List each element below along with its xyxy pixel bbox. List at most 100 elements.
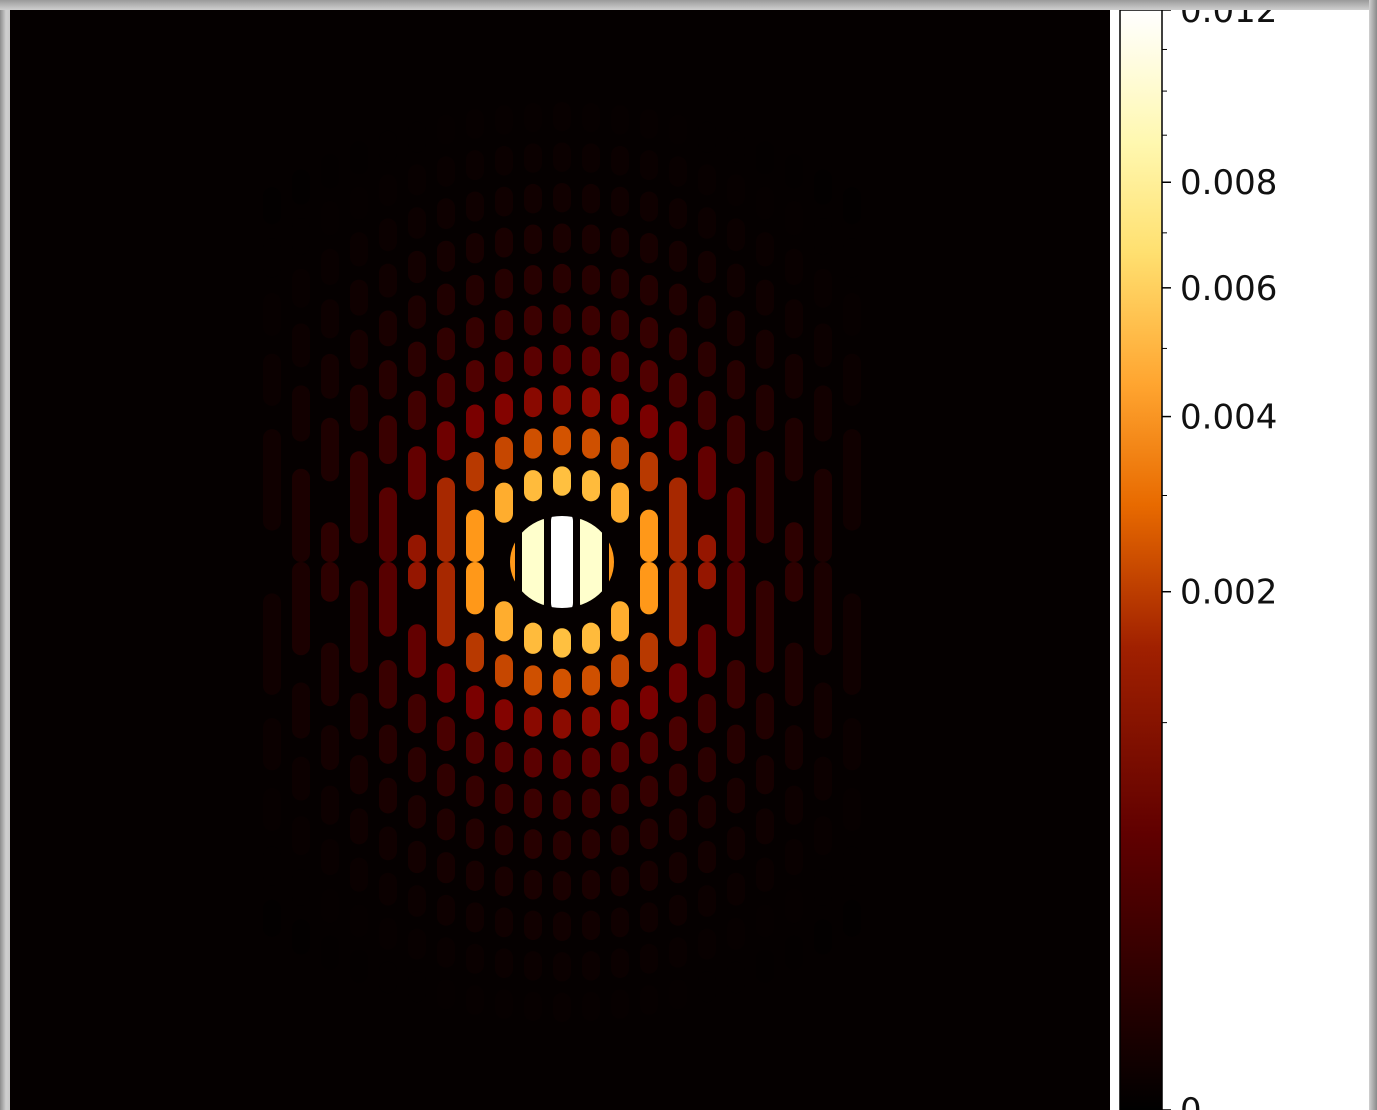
fringe-segment [437,421,455,461]
fringe-segment [553,749,571,780]
fringe-segment [698,562,716,590]
fringe-segment [379,415,397,465]
fringe-segment [582,224,600,255]
fringe-segment [843,353,861,406]
fringe-segment [582,951,600,981]
fringe-segment [466,562,484,615]
fringe-segment [524,788,542,819]
fringe-segment [582,706,600,737]
fringe-segment [814,323,832,368]
fringe-segment [582,183,600,214]
fringe-segment [756,232,774,267]
fringe-segment [408,624,426,678]
fringe-segment [321,642,339,707]
fringe-segment [350,232,368,267]
fringe-segment [495,741,513,773]
fringe-segment [495,866,513,897]
fringe-segment [582,265,600,295]
fringe-segment [350,857,368,892]
fringe-segment [524,305,542,336]
fringe-segment [321,522,339,562]
fringe-segment [321,248,339,286]
fringe-segment [814,756,832,801]
fringe-segment [292,919,310,955]
fringe-segment [263,787,281,832]
central-fringe [551,516,573,608]
fringe-segment [524,951,542,981]
fringe-segment [437,156,455,187]
fringe-segment [379,826,397,861]
fringe-segment [582,428,600,459]
fringe-segment [727,130,745,163]
fringe-segment [640,632,658,673]
fringe-segment [785,248,803,286]
colorbar-tick-label: 0.004 [1180,398,1277,438]
fringe-segment [466,943,484,974]
fringe-segment [669,562,687,647]
fringe-segment [843,718,861,771]
fringe-segment [437,937,455,968]
fringe-segment [379,961,397,994]
fringe-segment [292,169,310,205]
fringe-segment [611,145,629,176]
fringe-segment [350,329,368,369]
fringe-segment [553,466,571,496]
fringe-segment [698,928,716,960]
fringe-segment [321,888,339,924]
fringe-segment [582,747,600,778]
fringe-segment [495,654,513,688]
fringe-segment [843,787,861,832]
fringe-segment [785,353,803,399]
fringe-segment [379,218,397,252]
fringe-segment [524,102,542,133]
fringe-segment [553,344,571,375]
fringe-segment [437,477,455,562]
fringe-segment [611,741,629,773]
fringe-segment [379,360,397,400]
fringe-segment [669,240,687,272]
fringe-segment [611,268,629,299]
fringe-segment [553,182,571,213]
fringe-segment [553,992,571,1022]
fringe-segment [553,830,571,861]
central-fringe [580,516,602,608]
fringe-segment [785,154,803,189]
fringe-segment [466,109,484,139]
fringe-segment [495,699,513,731]
fringe-segment [611,393,629,425]
central-maximum [510,516,614,608]
fringe-segment [611,227,629,258]
fringe-segment [437,283,455,316]
fringe-segment [582,665,600,696]
fringe-segment [466,274,484,306]
fringe-segment [698,295,716,329]
fringe-segment [756,141,774,175]
fringe-segment [263,718,281,771]
fringe-segment [582,470,600,502]
fringe-segment [437,114,455,145]
fringe-segment [495,105,513,135]
fringe-segment [466,404,484,439]
fringe-segment [785,888,803,924]
fringe-segment [814,268,832,308]
fringe-segment [669,979,687,1010]
colorbar-tick-label: 0.006 [1180,269,1277,309]
fringe-segment [292,323,310,368]
fringe-segment [321,200,339,236]
fringe-segment [437,808,455,841]
fringe-segment [321,417,339,482]
fringe-segment [379,263,397,298]
fringe-segment [669,477,687,562]
fringe-segment [582,305,600,336]
fringe-segment [814,682,832,739]
fringe-segment [379,130,397,163]
fringe-segment [640,943,658,974]
fringe-segment [263,238,281,278]
fringe-segment [640,775,658,807]
fringe-segment [727,218,745,252]
fringe-segment [640,860,658,891]
fringe-segment [495,268,513,299]
fringe-segment [814,169,832,205]
fringe-segment [408,390,426,430]
fringe-segment [466,191,484,222]
